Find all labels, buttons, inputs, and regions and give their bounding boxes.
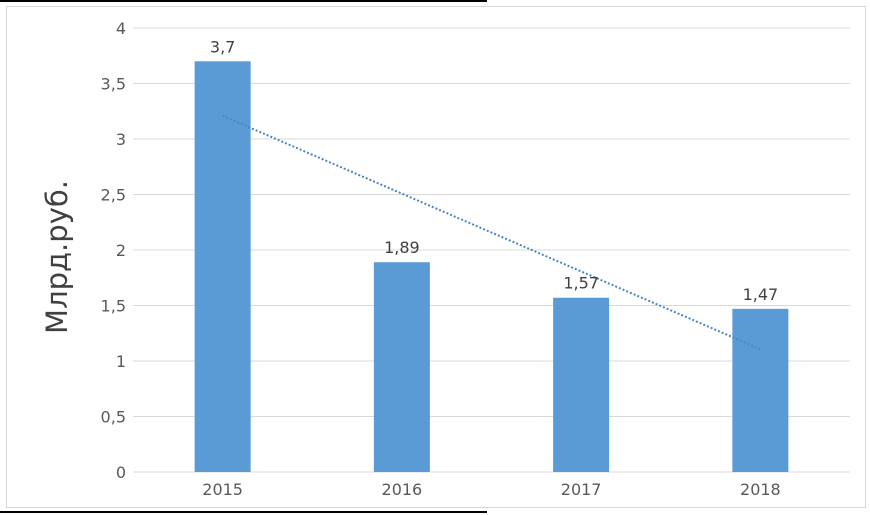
y-axis-ticks: 0 0,5 1 1,5 2 2,5 3 3,5 4 bbox=[101, 19, 126, 482]
top-border-line bbox=[0, 0, 487, 2]
bar-2015 bbox=[194, 61, 251, 473]
y-axis-title: Млрд.руб. bbox=[40, 180, 74, 334]
y-tick-label: 1,5 bbox=[101, 297, 126, 316]
y-tick-label: 2 bbox=[116, 241, 126, 260]
bar-2018 bbox=[732, 308, 789, 472]
gridlines bbox=[133, 27, 850, 473]
trendline bbox=[222, 114, 761, 351]
y-tick-label: 3,5 bbox=[101, 75, 126, 94]
trendline-group bbox=[222, 114, 761, 351]
data-label: 1,47 bbox=[743, 285, 779, 304]
bar-2016 bbox=[373, 262, 430, 472]
bars bbox=[194, 61, 789, 473]
x-tick-label: 2017 bbox=[561, 480, 602, 499]
y-tick-label: 0 bbox=[116, 463, 126, 482]
chart-frame bbox=[6, 6, 866, 508]
y-tick-label: 0,5 bbox=[101, 408, 126, 427]
x-tick-label: 2016 bbox=[382, 480, 423, 499]
bottom-border-line bbox=[0, 511, 487, 513]
y-tick-label: 2,5 bbox=[101, 186, 126, 205]
y-tick-label: 4 bbox=[116, 19, 126, 38]
y-tick-label: 1 bbox=[116, 352, 126, 371]
data-label: 1,57 bbox=[563, 274, 599, 293]
x-tick-label: 2015 bbox=[202, 480, 243, 499]
x-axis-ticks: 2015 2016 2017 2018 bbox=[202, 480, 780, 499]
y-tick-label: 3 bbox=[116, 130, 126, 149]
data-label: 1,89 bbox=[384, 238, 420, 257]
data-labels: 3,7 1,89 1,57 1,47 bbox=[210, 37, 778, 304]
data-label: 3,7 bbox=[210, 37, 235, 56]
x-tick-label: 2018 bbox=[740, 480, 781, 499]
bar-2017 bbox=[553, 297, 610, 472]
